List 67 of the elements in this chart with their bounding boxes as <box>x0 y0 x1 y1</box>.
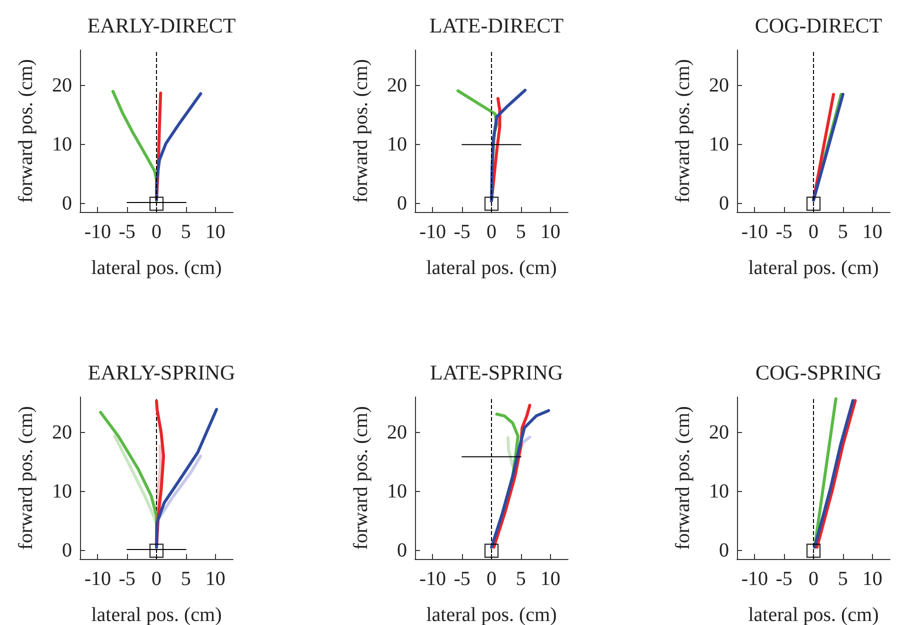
y-tick-label: 10 <box>387 134 407 156</box>
x-tick-label: 10 <box>540 568 560 590</box>
x-tick-label: -5 <box>454 221 470 243</box>
chart-title: LATE-DIRECT <box>429 14 564 38</box>
x-tick-label: -5 <box>118 221 136 243</box>
x-tick-label: 5 <box>516 568 526 590</box>
y-tick-label: 10 <box>387 480 407 503</box>
y-tick-label: 0 <box>397 540 407 562</box>
y-tick-label: 0 <box>397 192 407 215</box>
x-tick-label: 10 <box>862 568 882 590</box>
x-tick-label: -5 <box>454 568 470 590</box>
y-axis-title: forward pos. (cm) <box>15 406 37 550</box>
y-tick-label: 0 <box>62 192 72 215</box>
y-tick-label: 20 <box>709 421 729 444</box>
x-axis-title: lateral pos. (cm) <box>748 257 879 279</box>
y-tick-label: 20 <box>52 421 72 444</box>
x-tick-label: -5 <box>118 568 136 590</box>
x-tick-label: 5 <box>838 221 848 243</box>
x-tick-label: 10 <box>540 221 560 243</box>
x-tick-label: -10 <box>741 221 768 243</box>
x-tick-label: -5 <box>776 221 792 243</box>
y-axis-title: forward pos. (cm) <box>15 59 37 203</box>
x-tick-label: 0 <box>486 221 496 243</box>
x-tick-label: -10 <box>84 568 111 590</box>
y-axis-title: forward pos. (cm) <box>672 406 694 550</box>
x-axis-title: lateral pos. (cm) <box>748 604 879 625</box>
chart-title: COG-DIRECT <box>754 14 882 38</box>
x-tick-label: 0 <box>808 221 818 243</box>
x-tick-label: -10 <box>419 568 446 590</box>
y-axis-title: forward pos. (cm) <box>350 406 372 550</box>
chart-title: LATE-SPRING <box>430 360 564 384</box>
x-axis-title: lateral pos. (cm) <box>426 257 557 279</box>
x-tick-label: -10 <box>741 568 768 590</box>
x-tick-label: 0 <box>486 568 496 590</box>
x-tick-label: 10 <box>205 568 226 590</box>
x-axis-title: lateral pos. (cm) <box>91 604 222 625</box>
x-tick-label: 5 <box>180 568 191 590</box>
y-tick-label: 10 <box>709 480 729 503</box>
y-tick-label: 0 <box>719 540 729 562</box>
x-tick-label: 5 <box>180 221 191 243</box>
x-tick-label: 5 <box>838 568 848 590</box>
x-tick-label: 0 <box>152 221 162 243</box>
y-tick-label: 20 <box>387 74 407 96</box>
y-tick-label: 20 <box>52 74 72 96</box>
y-tick-label: 20 <box>387 421 407 444</box>
y-axis-title: forward pos. (cm) <box>350 59 372 203</box>
y-tick-label: 10 <box>52 480 72 503</box>
x-tick-label: 0 <box>808 568 818 590</box>
chart-title: EARLY-DIRECT <box>87 14 236 38</box>
y-tick-label: 10 <box>709 134 729 156</box>
y-tick-label: 10 <box>52 134 72 156</box>
x-tick-label: -10 <box>84 221 111 243</box>
x-tick-label: 5 <box>516 221 526 243</box>
chart-title: COG-SPRING <box>755 360 882 384</box>
y-tick-label: 0 <box>62 540 72 562</box>
x-tick-label: -5 <box>776 568 792 590</box>
y-tick-label: 20 <box>709 74 729 96</box>
chart-title: EARLY-SPRING <box>88 360 236 384</box>
line-series <box>113 434 158 524</box>
x-tick-label: 10 <box>862 221 882 243</box>
x-tick-label: -10 <box>419 221 446 243</box>
y-tick-label: 0 <box>719 192 729 215</box>
y-axis-title: forward pos. (cm) <box>672 59 694 203</box>
x-tick-label: 10 <box>205 221 226 243</box>
x-tick-label: 0 <box>152 568 162 590</box>
x-axis-title: lateral pos. (cm) <box>426 604 557 625</box>
x-axis-title: lateral pos. (cm) <box>91 257 222 279</box>
